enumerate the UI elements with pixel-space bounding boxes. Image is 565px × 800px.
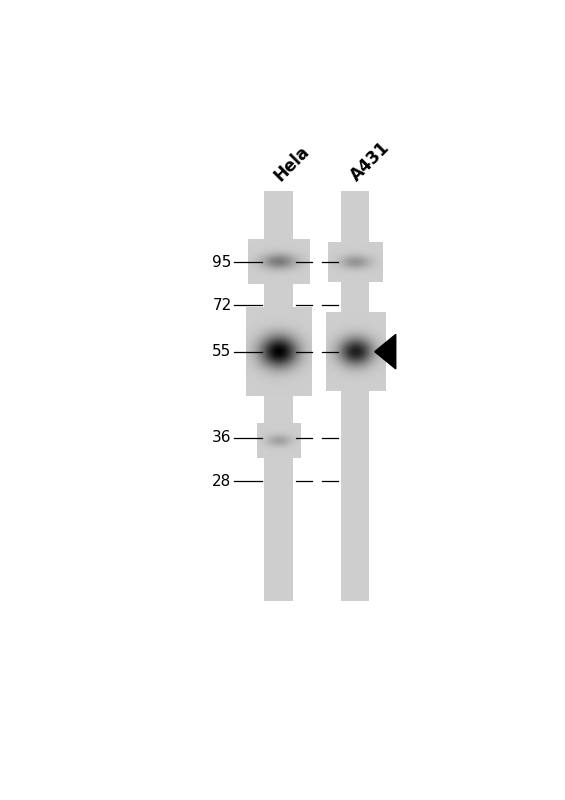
Text: 95: 95 [212, 255, 232, 270]
Text: Hela: Hela [270, 143, 312, 186]
Bar [264, 191, 293, 601]
Polygon shape [375, 334, 396, 369]
Text: 55: 55 [212, 344, 232, 359]
Text: 36: 36 [212, 430, 232, 446]
Bar [341, 191, 370, 601]
Text: 72: 72 [212, 298, 232, 313]
Text: A431: A431 [347, 139, 393, 186]
Text: 28: 28 [212, 474, 232, 489]
